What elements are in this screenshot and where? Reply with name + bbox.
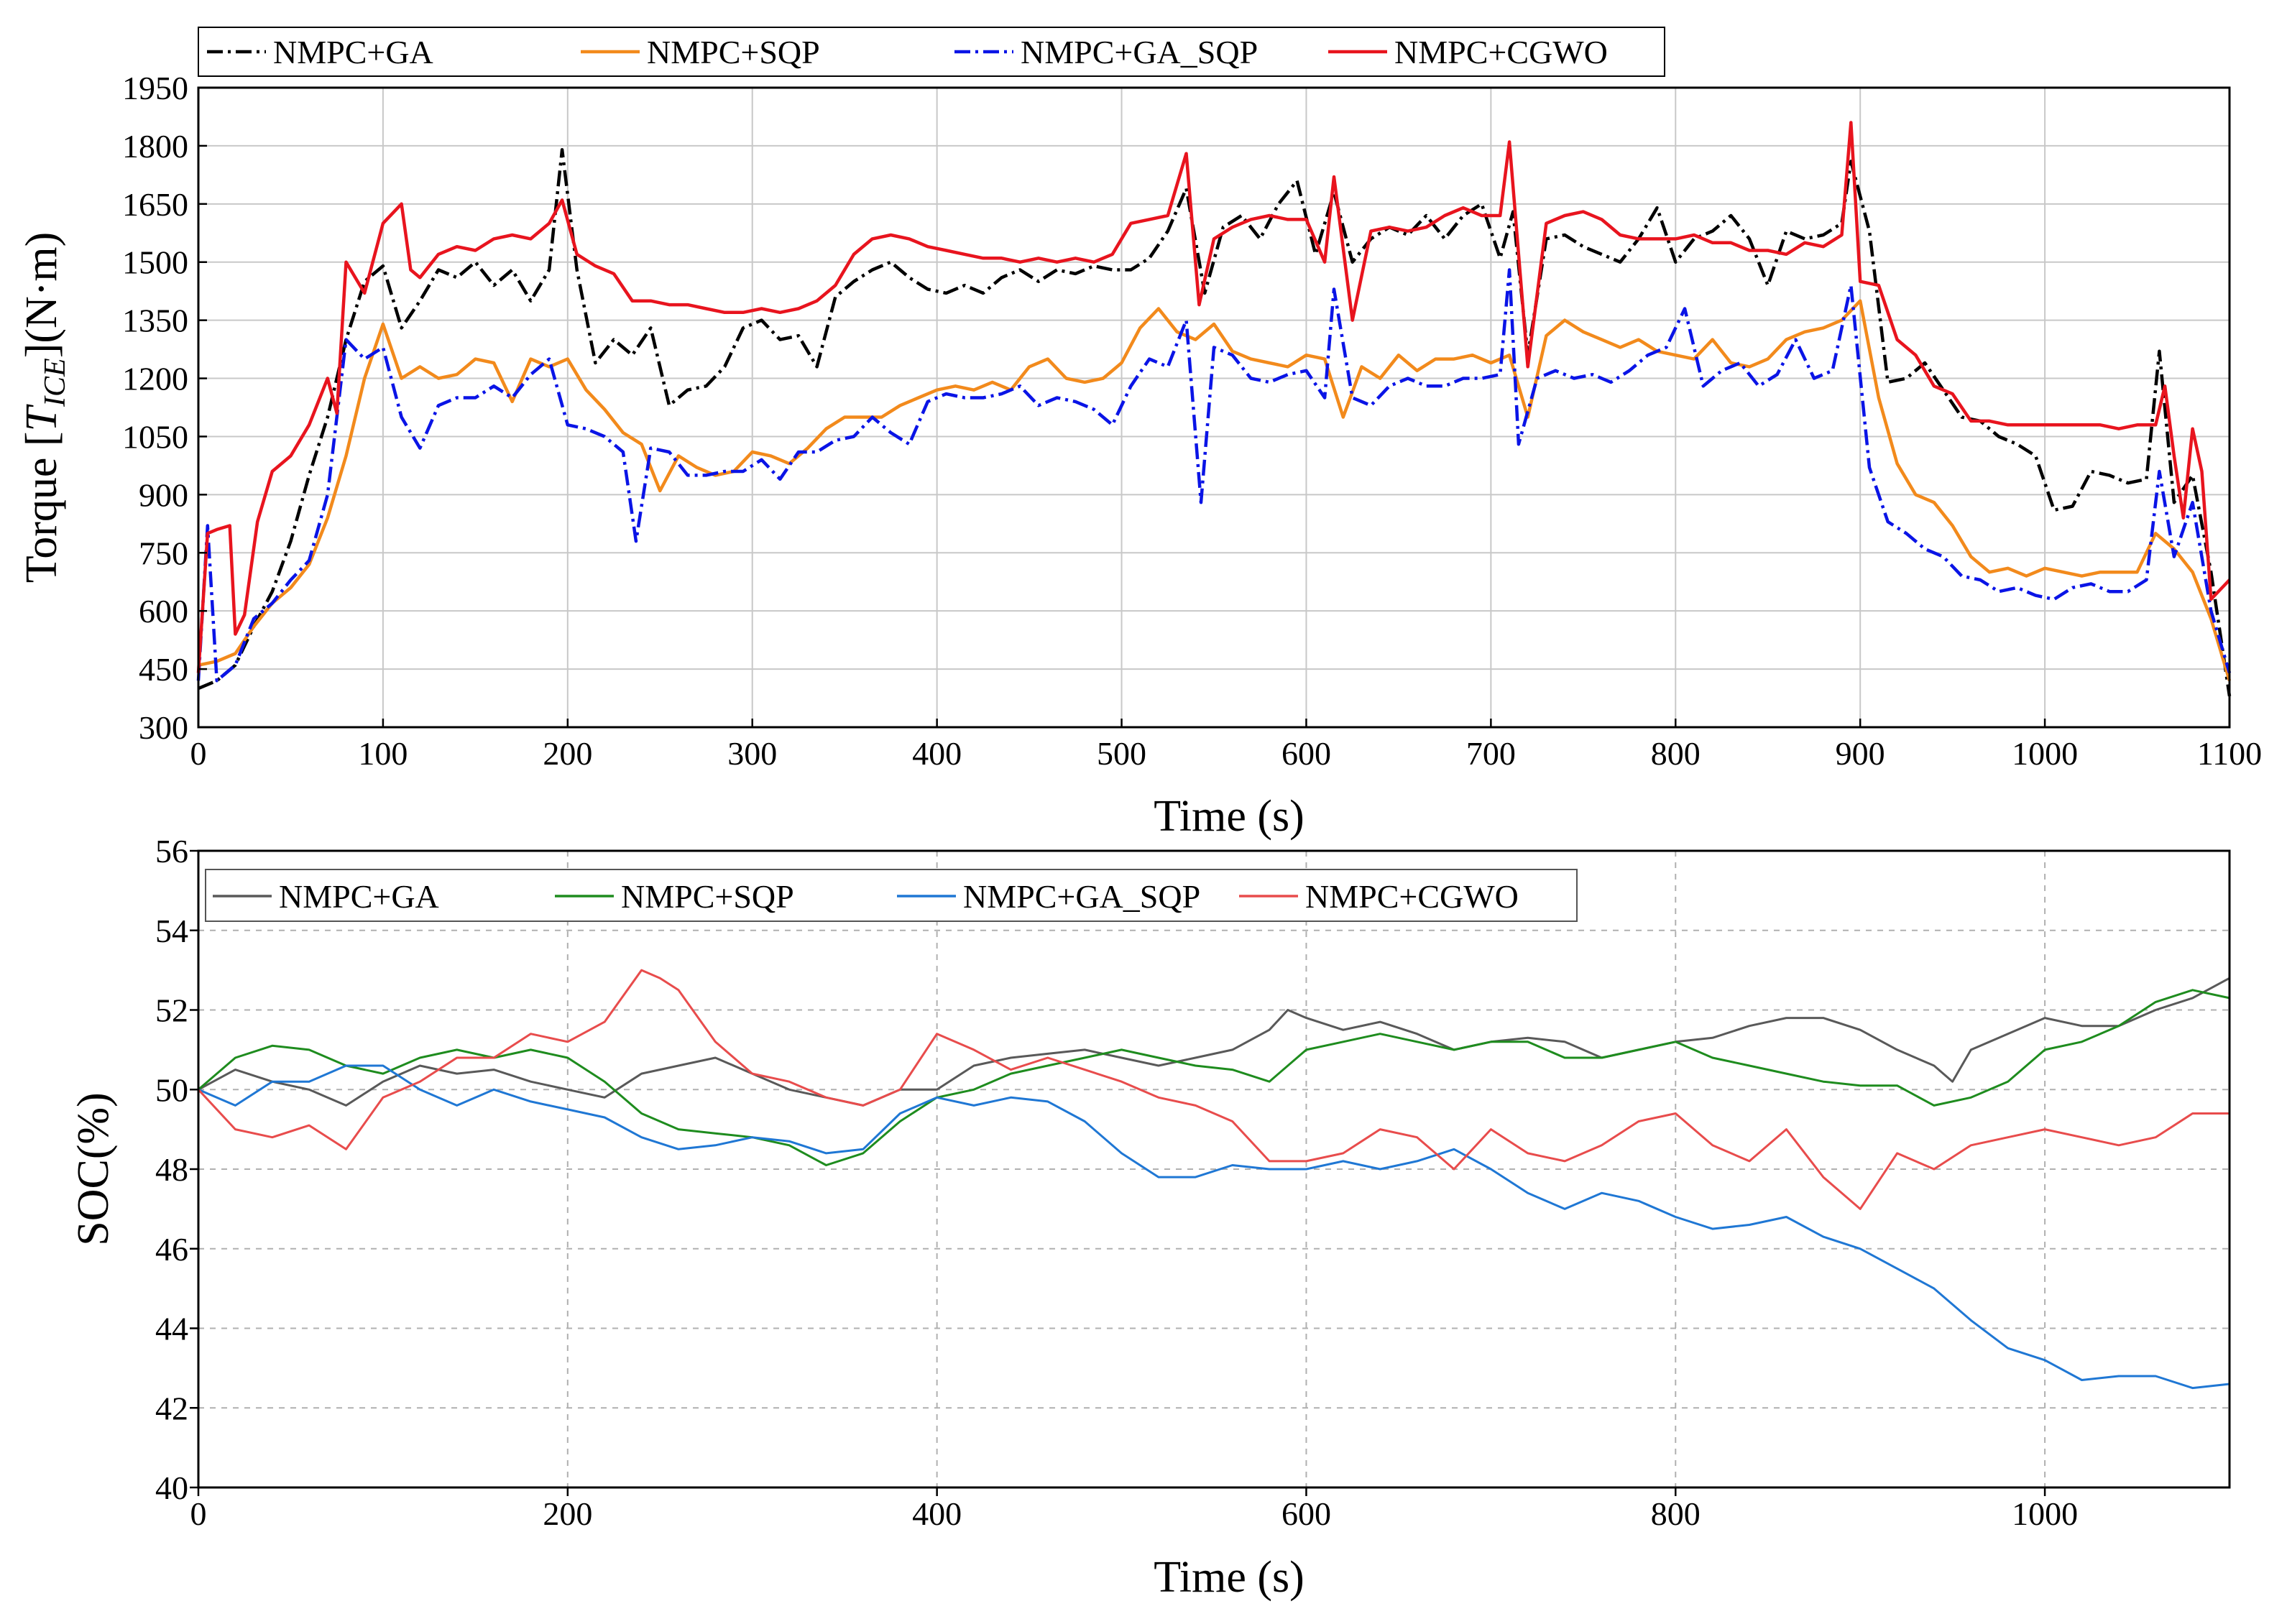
soc-legend-box — [205, 869, 1578, 922]
torque-y-tick-label: 450 — [139, 651, 188, 688]
soc-legend-label-1: NMPC+GA — [279, 878, 439, 915]
torque-x-tick-label: 1000 — [2012, 735, 2078, 772]
soc-y-tick-label: 56 — [155, 833, 188, 869]
soc-x-tick-label: 400 — [912, 1495, 962, 1532]
soc-y-tick-label: 46 — [155, 1231, 188, 1268]
soc-y-tick-label: 40 — [155, 1470, 188, 1506]
torque-plot-frame — [197, 86, 2231, 729]
soc-legend-label-3: NMPC+GA_SQP — [963, 878, 1200, 915]
torque-y-tick-label: 1200 — [122, 361, 188, 397]
soc-chart: 0 200 400 600 800 1000 40 42 44 46 48 50 52 54 56 Time… — [69, 833, 2231, 1602]
soc-x-tick-label: 1000 — [2012, 1495, 2078, 1532]
torque-legend-label-1: NMPC+GA — [273, 34, 433, 70]
soc-y-tick-label: 44 — [155, 1311, 188, 1347]
torque-x-tick-label: 700 — [1466, 735, 1516, 772]
torque-y-tick-label: 1050 — [122, 418, 188, 455]
torque-y-tick-label: 600 — [139, 593, 188, 629]
soc-series-line-1 — [198, 977, 2230, 1107]
torque-y-tick-label: 1500 — [122, 244, 188, 281]
torque-x-tick-label: 200 — [543, 735, 592, 772]
soc-axis-ticks: 0 200 400 600 800 1000 40 42 44 46 48 50 52 54 56 — [155, 833, 2078, 1532]
soc-y-tick-label: 50 — [155, 1071, 188, 1108]
torque-x-tick-label: 800 — [1651, 735, 1701, 772]
torque-x-tick-label: 900 — [1836, 735, 1885, 772]
torque-legend-label-4: NMPC+CGWO — [1394, 34, 1608, 70]
torque-y-tick-label: 1800 — [122, 128, 188, 165]
soc-x-tick-label: 0 — [190, 1495, 207, 1532]
torque-y-tick-label: 750 — [139, 535, 188, 571]
torque-y-axis-title: Torque [TICE](N·m) — [17, 232, 72, 583]
soc-x-axis-title: Time (s) — [1154, 1553, 1304, 1602]
torque-series-line-2 — [198, 299, 2232, 681]
soc-y-tick-label: 42 — [155, 1390, 188, 1426]
torque-legend-label-2: NMPC+SQP — [647, 34, 820, 70]
soc-y-axis-title: SOC(%) — [69, 1092, 118, 1246]
soc-grid — [198, 851, 2230, 1487]
torque-x-tick-label: 1100 — [2197, 735, 2262, 772]
torque-x-tick-label: 500 — [1097, 735, 1146, 772]
torque-series-line-4 — [196, 121, 2231, 673]
soc-legend: NMPC+GA NMPC+SQP NMPC+GA_SQP NMPC+CGWO — [205, 869, 1578, 922]
soc-y-tick-label: 48 — [155, 1151, 188, 1188]
torque-y-tick-label: 1650 — [122, 186, 188, 223]
torque-legend: NMPC+GA NMPC+SQP NMPC+GA_SQP NMPC+CGWO — [198, 27, 1665, 77]
soc-x-tick-label: 800 — [1651, 1495, 1701, 1532]
soc-y-tick-label: 54 — [155, 913, 188, 949]
soc-legend-label-2: NMPC+SQP — [621, 878, 794, 915]
torque-legend-box — [198, 27, 1665, 77]
torque-axis-ticks: 0 100 200 300 400 500 600 700 800 900 1000 1100 300 4… — [122, 70, 2262, 772]
soc-x-tick-label: 200 — [543, 1495, 592, 1532]
torque-series-line-1 — [198, 148, 2232, 697]
soc-series-line-3 — [198, 1064, 2230, 1390]
torque-y-tick-label: 900 — [139, 476, 188, 513]
soc-series-lines — [197, 969, 2230, 1390]
torque-y-tick-label: 300 — [139, 709, 188, 746]
soc-series-line-2 — [198, 989, 2230, 1166]
torque-x-tick-label: 600 — [1281, 735, 1331, 772]
soc-legend-label-4: NMPC+CGWO — [1305, 878, 1519, 915]
soc-series-line-4 — [197, 969, 2230, 1210]
torque-chart: 0 100 200 300 400 500 600 700 800 900 1000 1100 300 4… — [17, 27, 2262, 841]
torque-x-axis-title: Time (s) — [1154, 792, 1304, 841]
torque-x-tick-label: 0 — [190, 735, 207, 772]
soc-y-tick-label: 52 — [155, 992, 188, 1029]
soc-x-tick-label: 600 — [1281, 1495, 1331, 1532]
torque-series-lines — [196, 121, 2232, 697]
torque-series-line-3 — [196, 268, 2232, 683]
torque-legend-label-3: NMPC+GA_SQP — [1021, 34, 1258, 70]
torque-x-tick-label: 100 — [358, 735, 408, 772]
torque-y-tick-label: 1950 — [122, 70, 188, 106]
torque-x-tick-label: 300 — [727, 735, 777, 772]
torque-x-tick-label: 400 — [912, 735, 962, 772]
torque-y-tick-label: 1350 — [122, 303, 188, 339]
